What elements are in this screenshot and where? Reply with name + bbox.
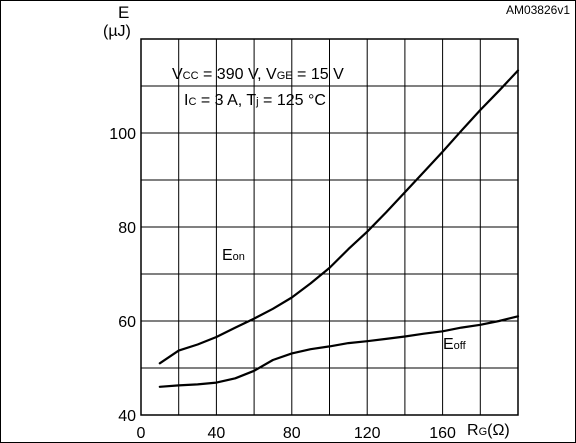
y-tick-labels: 40 60 80 100: [109, 126, 136, 425]
y-tick-label: 40: [118, 408, 136, 425]
y-axis-unit: (µJ): [103, 23, 131, 40]
y-axis-symbol: E: [118, 3, 130, 22]
figure-id: AM03826v1: [505, 3, 570, 17]
x-tick-label: 80: [283, 425, 301, 442]
series-label-eon: Eon: [222, 247, 245, 264]
series-lines: [158, 69, 520, 388]
x-tick-label: 120: [354, 425, 381, 442]
series-label-eoff: Eoff: [443, 336, 466, 353]
conditions-line-1: VCC = 390 V, VGE = 15 V: [172, 66, 344, 83]
series-line-eon: [158, 69, 520, 365]
x-axis-label: RG(Ω): [467, 422, 510, 439]
conditions-line-2: IC = 3 A, Tj = 125 °C: [184, 92, 326, 109]
series-line-eoff: [158, 315, 520, 388]
y-tick-label: 100: [109, 126, 136, 143]
x-tick-label: 0: [137, 425, 146, 442]
x-tick-label: 160: [429, 425, 456, 442]
y-tick-label: 60: [118, 314, 136, 331]
x-tick-label: 40: [208, 425, 226, 442]
y-tick-label: 80: [118, 220, 136, 237]
x-tick-labels: 0 40 80 120 160: [137, 425, 456, 442]
plot-area: [140, 38, 519, 416]
